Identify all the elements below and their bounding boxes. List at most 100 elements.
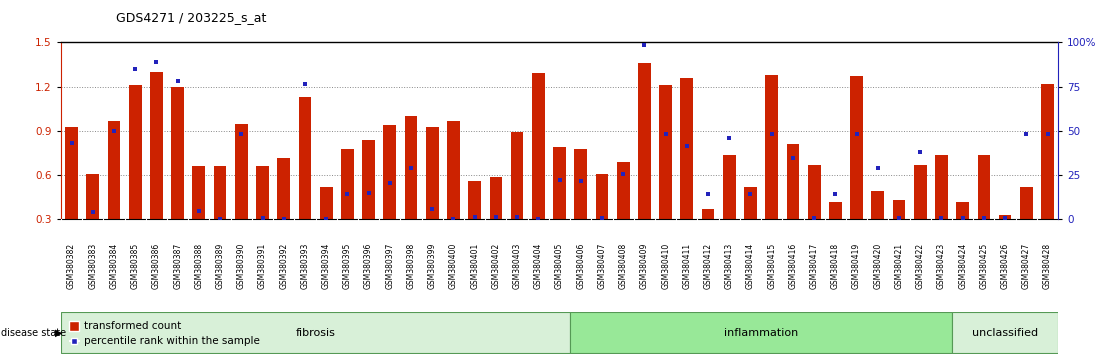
Text: GSM380396: GSM380396 [365, 242, 373, 289]
Text: GSM380428: GSM380428 [1043, 242, 1051, 289]
Text: GSM380383: GSM380383 [89, 242, 98, 289]
Text: GSM380414: GSM380414 [746, 242, 755, 289]
Text: GSM380427: GSM380427 [1022, 242, 1030, 289]
Bar [574, 149, 587, 219]
Bar [172, 87, 184, 219]
Text: ▶: ▶ [55, 328, 63, 338]
Text: GSM380418: GSM380418 [831, 242, 840, 289]
Text: GSM380424: GSM380424 [958, 242, 967, 289]
Bar [277, 158, 290, 219]
Text: GSM380407: GSM380407 [597, 242, 606, 289]
Bar [107, 121, 121, 219]
Bar [214, 166, 226, 219]
Bar [1042, 84, 1054, 219]
Bar [1020, 187, 1033, 219]
Text: GSM380410: GSM380410 [661, 242, 670, 289]
Text: GSM380388: GSM380388 [194, 242, 204, 289]
Bar [511, 132, 523, 219]
Text: inflammation: inflammation [724, 328, 798, 338]
Bar [956, 202, 970, 219]
Bar [952, 312, 1058, 353]
Bar [745, 187, 757, 219]
Bar [341, 149, 353, 219]
Text: GSM380400: GSM380400 [449, 242, 458, 289]
Bar [617, 162, 629, 219]
Bar [722, 155, 736, 219]
Bar [850, 76, 863, 219]
Text: GSM380423: GSM380423 [937, 242, 946, 289]
Text: GSM380411: GSM380411 [683, 242, 691, 289]
Text: GSM380395: GSM380395 [342, 242, 352, 289]
Bar [871, 192, 884, 219]
Bar [553, 147, 566, 219]
Text: GSM380394: GSM380394 [321, 242, 330, 289]
Text: GSM380415: GSM380415 [767, 242, 777, 289]
Bar [61, 312, 571, 353]
Text: GSM380384: GSM380384 [110, 242, 119, 289]
Text: GSM380403: GSM380403 [513, 242, 522, 289]
Bar [298, 97, 311, 219]
Text: GSM380389: GSM380389 [216, 242, 225, 289]
Bar [362, 140, 375, 219]
Text: GSM380406: GSM380406 [576, 242, 585, 289]
Bar [638, 63, 650, 219]
Bar [787, 144, 799, 219]
Text: GSM380386: GSM380386 [152, 242, 161, 289]
Text: GSM380390: GSM380390 [237, 242, 246, 289]
Bar [659, 85, 671, 219]
Text: GSM380409: GSM380409 [640, 242, 649, 289]
Bar [935, 155, 947, 219]
Bar [65, 127, 78, 219]
Text: GSM380416: GSM380416 [789, 242, 798, 289]
Bar [766, 75, 778, 219]
Bar [404, 116, 418, 219]
Bar [571, 312, 952, 353]
Bar [998, 215, 1012, 219]
Text: GSM380397: GSM380397 [386, 242, 394, 289]
Text: GSM380398: GSM380398 [407, 242, 416, 289]
Bar [490, 177, 502, 219]
Text: GSM380391: GSM380391 [258, 242, 267, 289]
Text: GSM380404: GSM380404 [534, 242, 543, 289]
Legend: transformed count, percentile rank within the sample: transformed count, percentile rank withi… [66, 317, 264, 350]
Bar [425, 127, 439, 219]
Bar [150, 72, 163, 219]
Text: GSM380421: GSM380421 [894, 242, 903, 289]
Bar [256, 166, 269, 219]
Bar [448, 121, 460, 219]
Text: GSM380422: GSM380422 [915, 242, 925, 289]
Bar [383, 125, 397, 219]
Text: GSM380401: GSM380401 [470, 242, 479, 289]
Bar [532, 74, 545, 219]
Bar [235, 124, 248, 219]
Text: GSM380408: GSM380408 [618, 242, 628, 289]
Text: GDS4271 / 203225_s_at: GDS4271 / 203225_s_at [116, 11, 267, 24]
Bar [701, 209, 715, 219]
Text: GSM380387: GSM380387 [173, 242, 182, 289]
Text: GSM380393: GSM380393 [300, 242, 309, 289]
Text: unclassified: unclassified [972, 328, 1038, 338]
Bar [320, 187, 332, 219]
Text: disease state: disease state [1, 328, 66, 338]
Text: GSM380412: GSM380412 [704, 242, 712, 289]
Bar [977, 155, 991, 219]
Text: GSM380405: GSM380405 [555, 242, 564, 289]
Text: GSM380419: GSM380419 [852, 242, 861, 289]
Text: GSM380420: GSM380420 [873, 242, 882, 289]
Bar [469, 181, 481, 219]
Bar [680, 78, 694, 219]
Bar [893, 200, 905, 219]
Text: GSM380382: GSM380382 [68, 242, 76, 289]
Text: GSM380402: GSM380402 [491, 242, 501, 289]
Bar [808, 165, 821, 219]
Text: GSM380426: GSM380426 [1001, 242, 1009, 289]
Text: fibrosis: fibrosis [296, 328, 336, 338]
Bar [193, 166, 205, 219]
Bar [86, 174, 99, 219]
Bar [129, 85, 142, 219]
Text: GSM380399: GSM380399 [428, 242, 437, 289]
Text: GSM380425: GSM380425 [979, 242, 988, 289]
Text: GSM380417: GSM380417 [810, 242, 819, 289]
Bar [596, 174, 608, 219]
Text: GSM380413: GSM380413 [725, 242, 733, 289]
